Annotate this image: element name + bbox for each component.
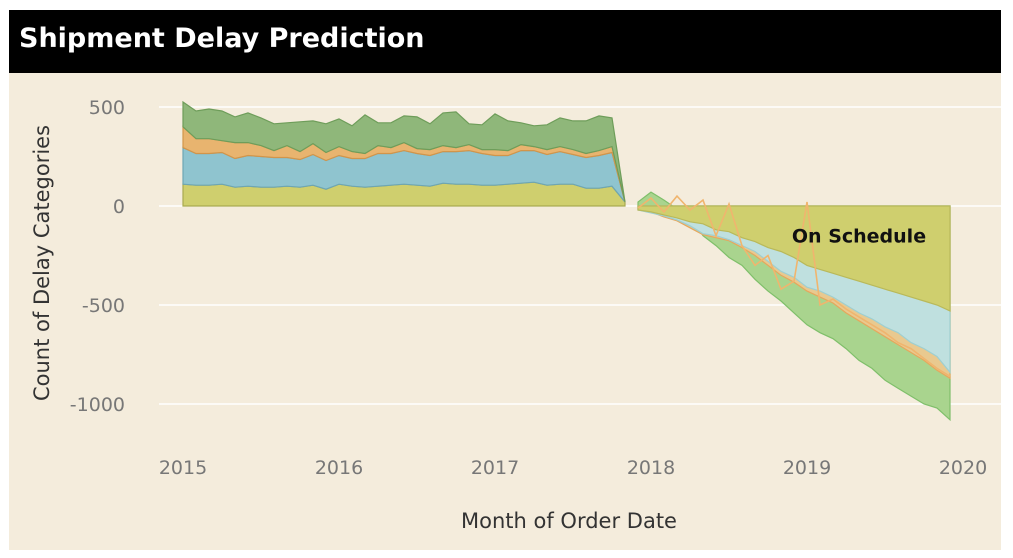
y-tick-label: -500 [82, 295, 125, 317]
y-tick-label: 500 [89, 97, 125, 119]
x-axis-title: Month of Order Date [461, 509, 677, 533]
chart-frame: Shipment Delay Prediction 500 0 -500 -1000 … [9, 10, 1001, 550]
page-title: Shipment Delay Prediction [19, 23, 425, 54]
y-axis-title: Count of Delay Categories [30, 125, 54, 401]
actual-area-series-3 [182, 100, 626, 203]
x-tick-label: 2018 [627, 457, 675, 479]
y-tick-label: 0 [113, 196, 125, 218]
x-tick-label: 2017 [471, 457, 519, 479]
chart-plot: 500 0 -500 -1000 2015 2016 2017 2018 2019 2020 M… [30, 97, 1001, 533]
x-tick-label: 2019 [783, 457, 831, 479]
forecast-line-orange [637, 194, 951, 377]
x-tick-label: 2020 [939, 457, 987, 479]
x-tick-label: 2016 [315, 457, 363, 479]
forecast-area-on-schedule [637, 205, 951, 312]
annotation-label: On Schedule [792, 226, 926, 248]
y-tick-label: -1000 [70, 394, 125, 416]
x-tick-label: 2015 [159, 457, 207, 479]
title-bar: Shipment Delay Prediction [9, 10, 1001, 73]
